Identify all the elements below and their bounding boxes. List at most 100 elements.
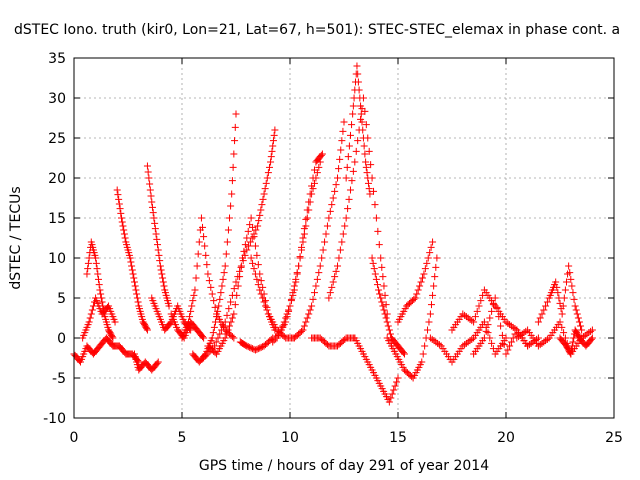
series-arc <box>113 186 151 334</box>
data-point <box>400 350 408 358</box>
data-point <box>221 262 229 270</box>
data-point <box>578 326 586 334</box>
data-point <box>543 298 551 306</box>
data-point <box>245 242 253 250</box>
data-point <box>92 254 100 262</box>
data-point <box>362 121 370 129</box>
data-point <box>466 337 474 345</box>
data-point <box>428 335 436 343</box>
data-point <box>254 261 262 269</box>
data-point <box>220 269 228 277</box>
data-point <box>201 242 209 250</box>
data-point <box>418 358 426 366</box>
data-point <box>254 281 262 289</box>
data-point <box>210 323 218 331</box>
series-arc <box>204 214 279 358</box>
data-point <box>390 386 398 394</box>
data-point <box>111 318 119 326</box>
data-point <box>250 265 258 273</box>
data-point <box>502 318 510 326</box>
data-point <box>221 334 229 342</box>
data-point <box>488 307 496 315</box>
data-point <box>149 209 157 217</box>
data-point <box>268 147 276 155</box>
data-point <box>228 291 236 299</box>
data-point <box>336 246 344 254</box>
data-point <box>426 310 434 318</box>
data-point <box>433 254 441 262</box>
data-point <box>480 318 488 326</box>
data-point <box>459 310 467 318</box>
data-point <box>289 291 297 299</box>
data-point <box>252 226 260 234</box>
data-point <box>258 201 266 209</box>
data-point <box>257 290 265 298</box>
data-point <box>435 341 443 349</box>
data-point <box>145 174 153 182</box>
data-point <box>93 265 101 273</box>
data-point <box>346 131 354 139</box>
data-point <box>504 346 512 354</box>
data-point <box>495 313 503 321</box>
data-point <box>434 339 442 347</box>
data-point <box>302 318 310 326</box>
data-point <box>417 278 425 286</box>
data-point <box>130 278 138 286</box>
data-point <box>354 137 362 145</box>
data-point <box>372 214 380 222</box>
data-point <box>342 214 350 222</box>
data-point <box>223 330 231 338</box>
series-arc <box>426 318 510 366</box>
data-point <box>423 259 431 267</box>
data-point <box>325 214 333 222</box>
data-point <box>248 234 256 242</box>
data-point <box>129 270 137 278</box>
data-point <box>216 330 224 338</box>
data-point <box>120 230 128 238</box>
data-point <box>94 270 102 278</box>
data-point <box>256 344 264 352</box>
data-point <box>316 158 324 166</box>
data-point <box>365 185 373 193</box>
data-point <box>384 322 392 330</box>
data-point <box>209 329 217 337</box>
data-point <box>218 282 226 290</box>
data-point <box>317 151 325 159</box>
data-point <box>303 214 311 222</box>
data-point <box>200 233 208 241</box>
data-point <box>365 147 373 155</box>
data-point <box>269 137 277 145</box>
data-point <box>312 174 320 182</box>
data-point <box>208 290 216 298</box>
data-point <box>95 281 103 289</box>
data-point <box>382 314 390 322</box>
data-point <box>115 195 123 203</box>
data-point <box>486 314 494 322</box>
data-point <box>204 270 212 278</box>
data-point <box>192 274 200 282</box>
data-point <box>120 226 128 234</box>
series-arc <box>394 238 437 326</box>
data-point <box>296 254 304 262</box>
data-point <box>359 126 367 134</box>
data-point <box>293 270 301 278</box>
data-point <box>475 302 483 310</box>
data-point <box>244 227 252 235</box>
data-point <box>207 283 215 291</box>
series-arc <box>83 238 117 342</box>
data-point <box>318 150 326 158</box>
data-point <box>255 217 263 225</box>
data-point <box>568 282 576 290</box>
plot-frame <box>73 57 615 419</box>
data-point <box>366 190 374 198</box>
data-point <box>575 318 583 326</box>
data-point <box>292 278 300 286</box>
data-point <box>263 174 271 182</box>
data-point <box>322 230 330 238</box>
data-point <box>378 263 386 271</box>
data-point <box>256 286 264 294</box>
data-point <box>154 241 162 249</box>
data-point <box>283 313 291 321</box>
data-point <box>253 275 261 283</box>
data-point <box>264 169 272 177</box>
